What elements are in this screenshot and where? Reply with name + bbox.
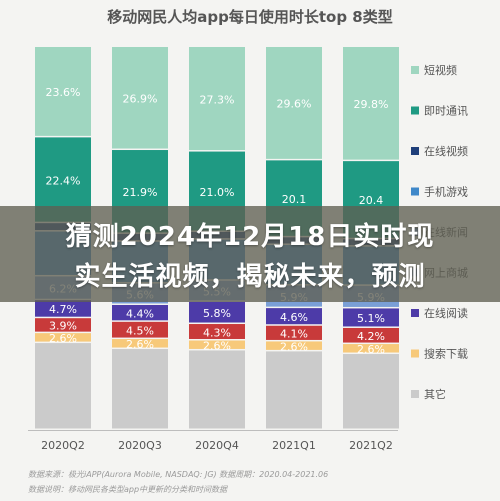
bar-segment-学习教育-2020Q3 (112, 321, 168, 338)
source-note-2: 数据说明：移动网民各类型app中更新的分类和时间数据 (28, 485, 228, 494)
data-label-学习教育-2021Q2: 4.2% (357, 330, 385, 343)
chart-title: 移动网民人均app每日使用时长top 8类型 (107, 8, 393, 26)
data-label-即时通讯-2021Q2: 20.4 (359, 194, 384, 207)
bar-segment-在线阅读-2021Q1 (266, 308, 322, 325)
data-label-学习教育-2020Q4: 4.3% (203, 326, 231, 339)
data-label-搜索下载-2021Q1: 2.6% (280, 340, 308, 353)
data-label-搜索下载-2020Q4: 2.6% (203, 339, 231, 352)
bar-segment-学习教育-2021Q1 (266, 325, 322, 340)
data-label-搜索下载-2020Q3: 2.6% (126, 338, 154, 351)
x-tick-label-2021Q1: 2021Q1 (272, 439, 316, 452)
bar-segment-搜索下载-2021Q2 (343, 344, 399, 353)
data-label-搜索下载-2021Q2: 2.6% (357, 343, 385, 356)
bar-segment-其它-2020Q3 (112, 349, 168, 429)
legend-label-在线阅读: 在线阅读 (424, 306, 468, 320)
headline-banner: 猜测2024年12月18日实时现 实生活视频，揭秘未来，预测 (0, 206, 500, 302)
legend-swatch-即时通讯 (411, 106, 419, 115)
legend-label-搜索下载: 搜索下载 (424, 347, 468, 361)
x-tick-label-2021Q2: 2021Q2 (349, 439, 393, 452)
bar-segment-学习教育-2020Q4 (189, 324, 245, 339)
data-label-短视频-2020Q4: 27.3% (200, 93, 235, 106)
legend-swatch-其它 (411, 390, 419, 398)
headline-line-2: 实生活视频，揭秘未来，预测 (74, 262, 426, 292)
headline-line-1: 猜测2024年12月18日实时现 (65, 222, 435, 252)
legend-label-即时通讯: 即时通讯 (424, 105, 468, 118)
bar-segment-搜索下载-2020Q4 (189, 340, 245, 349)
legend-swatch-在线阅读 (411, 309, 419, 317)
legend-label-其它: 其它 (424, 387, 446, 401)
bar-segment-在线阅读-2020Q2 (35, 300, 91, 317)
bar-segment-其它-2020Q2 (35, 343, 91, 429)
bar-segment-短视频-2020Q4 (189, 47, 245, 151)
data-label-学习教育-2021Q1: 4.1% (280, 328, 308, 341)
data-label-短视频-2021Q2: 29.8% (354, 98, 389, 111)
legend-label-手机游戏: 手机游戏 (424, 185, 468, 199)
data-label-在线阅读-2021Q2: 5.1% (357, 312, 385, 325)
data-label-搜索下载-2020Q2: 2.6% (49, 332, 77, 345)
data-label-在线阅读-2020Q2: 4.7% (49, 303, 77, 316)
bar-segment-在线阅读-2021Q2 (343, 308, 399, 327)
bar-segment-在线阅读-2020Q4 (189, 301, 245, 323)
bar-segment-在线阅读-2020Q3 (112, 304, 168, 321)
data-label-即时通讯-2020Q2: 22.4% (46, 174, 81, 187)
source-note: 数据来源：极光iAPP(Aurora Mobile, NASDAQ: JG) 数… (28, 470, 329, 479)
legend-swatch-手机游戏 (411, 187, 419, 196)
data-label-短视频-2021Q1: 29.6% (277, 98, 312, 111)
bar-segment-学习教育-2020Q2 (35, 318, 91, 332)
legend-swatch-在线视频 (411, 147, 419, 155)
x-tick-label-2020Q4: 2020Q4 (195, 439, 239, 452)
legend-label-在线视频: 在线视频 (424, 144, 468, 158)
data-label-即时通讯-2020Q3: 21.9% (123, 186, 158, 199)
data-label-短视频-2020Q2: 23.6% (46, 86, 81, 99)
data-label-在线阅读-2021Q1: 4.6% (280, 311, 308, 324)
data-label-在线阅读-2020Q3: 4.4% (126, 307, 154, 320)
data-label-学习教育-2020Q2: 3.9% (49, 320, 77, 333)
legend-swatch-短视频 (411, 66, 419, 74)
data-label-在线阅读-2020Q4: 5.8% (203, 307, 231, 320)
legend-swatch-搜索下载 (411, 349, 419, 358)
bar-segment-其它-2021Q2 (343, 354, 399, 429)
data-label-即时通讯-2020Q4: 21.0% (200, 186, 235, 199)
bar-segment-短视频-2020Q2 (35, 47, 91, 136)
bar-segment-搜索下载-2020Q2 (35, 333, 91, 342)
x-tick-label-2020Q3: 2020Q3 (118, 439, 162, 452)
legend-label-短视频: 短视频 (424, 63, 457, 77)
bar-segment-短视频-2021Q1 (266, 47, 322, 159)
bar-segment-搜索下载-2021Q1 (266, 341, 322, 350)
bar-segment-短视频-2021Q2 (343, 47, 399, 160)
bar-segment-短视频-2020Q3 (112, 47, 168, 149)
data-label-短视频-2020Q3: 26.9% (123, 93, 158, 106)
data-label-即时通讯-2021Q1: 20.1 (282, 193, 307, 206)
bar-segment-其它-2021Q1 (266, 351, 322, 429)
bar-segment-学习教育-2021Q2 (343, 327, 399, 343)
bar-segment-其它-2020Q4 (189, 350, 245, 429)
x-tick-label-2020Q2: 2020Q2 (41, 439, 85, 452)
data-label-学习教育-2020Q3: 4.5% (126, 324, 154, 337)
bar-segment-搜索下载-2020Q3 (112, 339, 168, 348)
